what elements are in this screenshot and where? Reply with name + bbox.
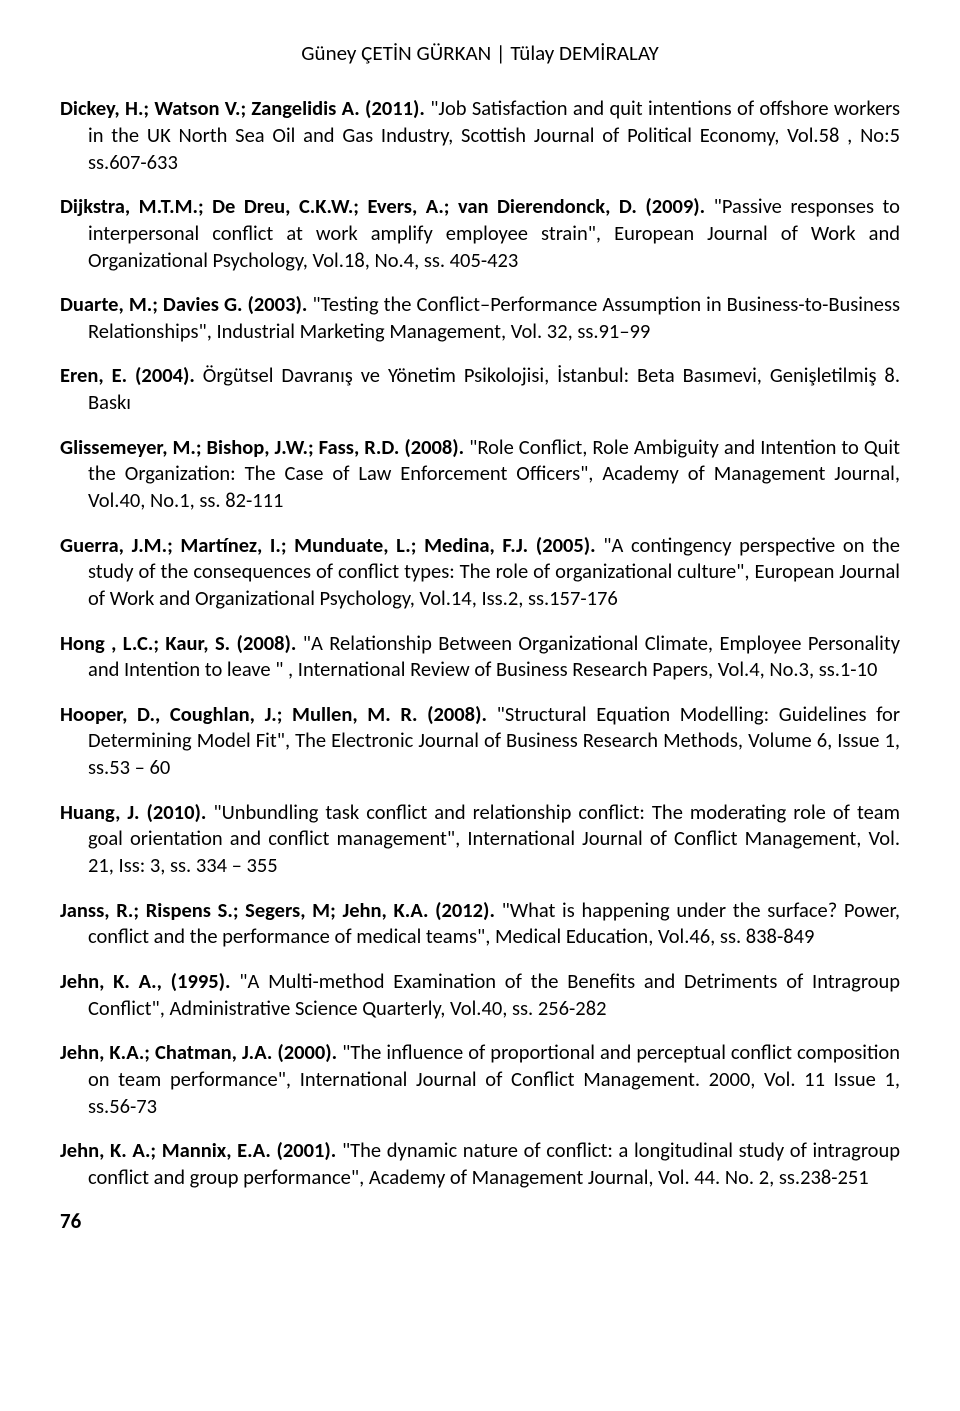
reference-entry: Hong , L.C.; Kaur, S. (2008). "A Relatio… [60,630,900,683]
page-header: Güney ÇETİN GÜRKAN | Tülay DEMİRALAY [60,40,900,67]
references-list: Dickey, H.; Watson V.; Zangelidis A. (20… [60,95,900,1190]
reference-entry: Duarte, M.; Davies G. (2003). "Testing t… [60,291,900,344]
reference-authors: Janss, R.; Rispens S.; Segers, M; Jehn, … [60,897,495,923]
reference-entry: Huang, J. (2010). "Unbundling task confl… [60,799,900,879]
reference-entry: Jehn, K. A.; Mannix, E.A. (2001). "The d… [60,1137,900,1190]
reference-entry: Hooper, D., Coughlan, J.; Mullen, M. R. … [60,701,900,781]
reference-authors: Hong , L.C.; Kaur, S. (2008). [60,630,296,656]
reference-entry: Dickey, H.; Watson V.; Zangelidis A. (20… [60,95,900,175]
reference-text: Örgütsel Davranış ve Yönetim Psikolojisi… [88,362,900,415]
reference-authors: Huang, J. (2010). [60,799,206,825]
reference-entry: Eren, E. (2004). Örgütsel Davranış ve Yö… [60,362,900,415]
reference-entry: Janss, R.; Rispens S.; Segers, M; Jehn, … [60,897,900,950]
page-number: 76 [60,1208,900,1235]
reference-entry: Guerra, J.M.; Martínez, I.; Munduate, L.… [60,532,900,612]
reference-authors: Dijkstra, M.T.M.; De Dreu, C.K.W.; Evers… [60,193,705,219]
reference-entry: Jehn, K. A., (1995). "A Multi-method Exa… [60,968,900,1021]
reference-authors: Glissemeyer, M.; Bishop, J.W.; Fass, R.D… [60,434,464,460]
reference-authors: Jehn, K. A., (1995). [60,968,231,994]
reference-authors: Dickey, H.; Watson V.; Zangelidis A. (20… [60,95,425,121]
reference-entry: Dijkstra, M.T.M.; De Dreu, C.K.W.; Evers… [60,193,900,273]
reference-authors: Jehn, K. A.; Mannix, E.A. (2001). [60,1137,336,1163]
reference-entry: Glissemeyer, M.; Bishop, J.W.; Fass, R.D… [60,434,900,514]
reference-authors: Hooper, D., Coughlan, J.; Mullen, M. R. … [60,701,487,727]
reference-authors: Eren, E. (2004). [60,362,195,388]
reference-authors: Jehn, K.A.; Chatman, J.A. (2000). [60,1039,337,1065]
reference-entry: Jehn, K.A.; Chatman, J.A. (2000). "The i… [60,1039,900,1119]
reference-authors: Guerra, J.M.; Martínez, I.; Munduate, L.… [60,532,596,558]
reference-text: "Unbundling task conflict and relationsh… [88,799,900,878]
reference-authors: Duarte, M.; Davies G. (2003). [60,291,307,317]
